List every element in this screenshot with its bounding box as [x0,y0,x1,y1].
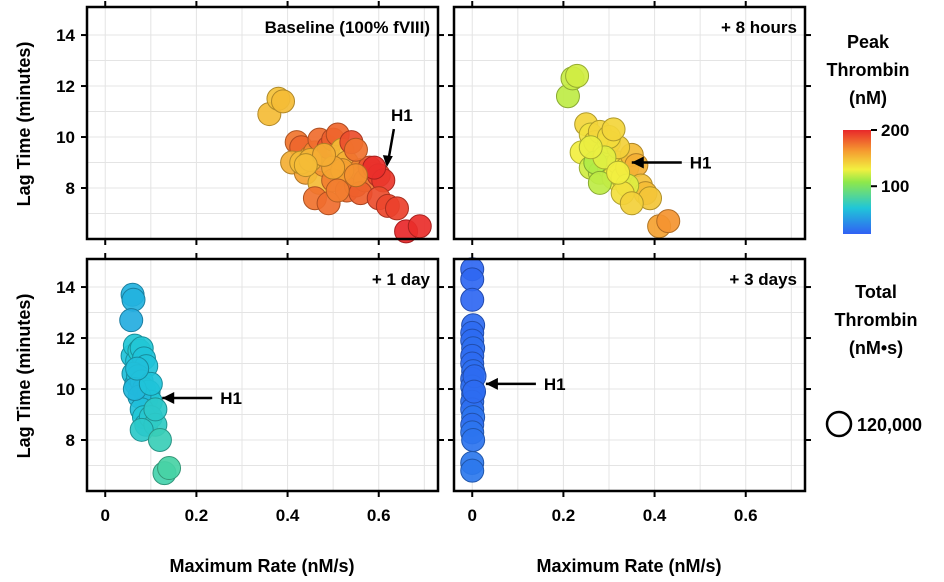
colorbar-title-line-2: Thrombin [827,60,910,80]
x-tick-label: 0.4 [276,506,300,525]
data-point [343,137,368,162]
data-point [147,428,172,453]
y-tick-label: 10 [56,380,75,399]
data-point [143,397,168,422]
data-point [460,267,485,292]
colorbar-ticks: 200 100 [871,121,909,196]
x-axis-label-right: Maximum Rate (nM/s) [536,556,721,576]
y-tick-label: 12 [56,77,75,96]
data-point [565,63,590,88]
colorbar-tick-label: 200 [881,121,909,140]
annotation-arrowhead [631,156,644,169]
data-point [271,89,296,114]
colorbar-legend: Peak Thrombin (nM) 200 100 [827,32,910,234]
panel-background [454,259,805,491]
x-tick-label: 0.6 [367,506,391,525]
data-point [587,170,612,195]
y-axis-label-bottom: Lag Time (minutes) [14,294,34,459]
panel-frame [452,5,807,241]
x-tick-label: 0.2 [185,506,209,525]
data-point [138,371,163,396]
annotation-label: H1 [690,154,712,173]
size-legend-circle [825,410,853,438]
x-tick-label: 0.4 [643,506,667,525]
data-point [460,287,485,312]
data-point [129,417,154,442]
size-legend-title-line-1: Total [855,282,897,302]
panel-frame [85,5,440,241]
data-point [606,160,631,185]
data-point [462,379,487,404]
panel-4: 0 0.2 0.4 0.6 + 3 days H1 [448,253,811,525]
size-legend-title-line-3: (nM•s) [849,338,903,358]
y-tick-label: 14 [56,278,75,297]
x-tick-label: 0.6 [734,506,758,525]
panel-frame [452,257,807,493]
colorbar-title-line-3: (nM) [849,88,887,108]
data-point [656,209,681,234]
y-tick-label: 12 [56,329,75,348]
size-legend-label: 120,000 [857,415,922,435]
data-point [157,456,182,481]
panel-title: + 8 hours [721,18,797,37]
data-point [601,117,626,142]
y-axis-label-top: Lag Time (minutes) [14,42,34,207]
y-tick-label: 10 [56,128,75,147]
panel-2: + 8 hours H1 [448,1,811,245]
data-point [619,191,644,216]
annotation-label: H1 [544,375,566,394]
panel-title: Baseline (100% fVIII) [265,18,430,37]
y-tick-label: 8 [66,431,75,450]
colorbar-gradient [843,130,871,234]
data-point [119,308,144,333]
x-axis-label-left: Maximum Rate (nM/s) [169,556,354,576]
data-point [121,287,146,312]
x-tick-label: 0.2 [552,506,576,525]
data-point [125,356,150,381]
annotation-arrowhead [382,155,393,168]
panel-3: 0 0.2 0.4 0.6 8 10 12 14 + 1 day H1 [56,253,444,525]
annotation-arrowhead [162,391,175,404]
data-point [312,142,337,167]
y-tick-label: 8 [66,179,75,198]
annotation-arrowhead [485,377,498,390]
panel-frame [85,257,440,493]
x-tick-label: 0 [467,506,476,525]
data-point [460,458,485,483]
data-point [461,428,486,453]
panels-layer: 8 10 12 14 Baseline (100% fVIII) H1 + 8 hours H… [14,1,811,576]
data-point [578,135,603,160]
data-point [325,178,350,203]
data-point [343,163,368,188]
x-tick-label: 0 [100,506,109,525]
panel-1: 8 10 12 14 Baseline (100% fVIII) H1 [56,1,444,245]
data-point [384,196,409,221]
data-point [293,153,318,178]
size-legend-title-line-2: Thrombin [835,310,918,330]
panel-title: + 1 day [372,270,431,289]
annotation-label: H1 [220,389,242,408]
colorbar-tick-label: 100 [881,177,909,196]
annotation-label: H1 [391,106,413,125]
panel-title: + 3 days [729,270,797,289]
data-point [407,214,432,239]
colorbar-title-line-1: Peak [847,32,890,52]
y-tick-label: 14 [56,26,75,45]
size-legend: Total Thrombin (nM•s) 120,000 [825,282,922,438]
